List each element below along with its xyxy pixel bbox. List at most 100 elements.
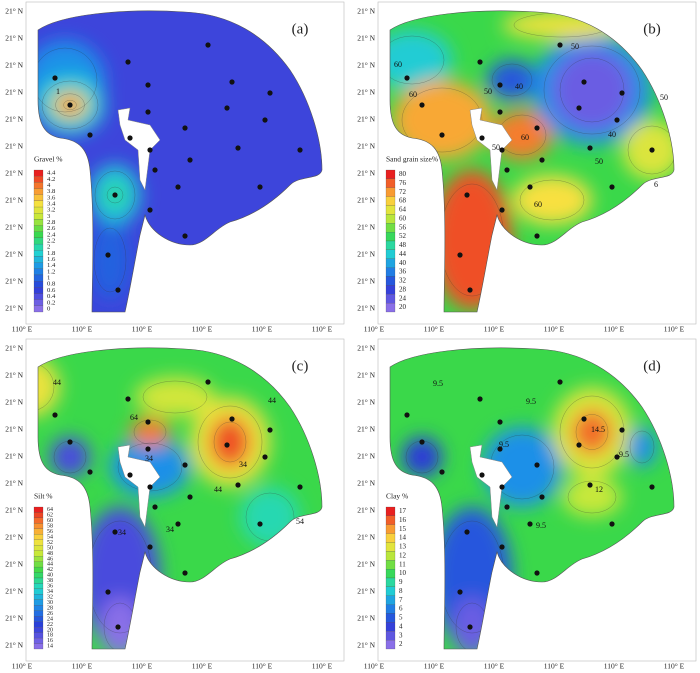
sample-site: [235, 482, 241, 488]
y-tick-label: 21° N: [5, 115, 23, 124]
sample-site: [145, 419, 151, 425]
contour-line: [519, 179, 585, 221]
legend-swatch: [385, 622, 396, 632]
y-tick-label: 21° N: [5, 7, 23, 16]
sample-site: [479, 472, 485, 478]
legend-label: 3.2: [47, 207, 55, 214]
legend-swatch: [33, 534, 44, 540]
map-panel: 44 44 64 34 34 44 54 34 34 (c) 21° N 21° N 21° N 21° …: [5, 338, 345, 671]
legend-swatch: [33, 550, 44, 557]
contour-line: [106, 186, 124, 204]
contour-label: 50: [595, 157, 603, 166]
sample-site: [115, 287, 121, 293]
legend-swatch: [33, 594, 44, 600]
x-tick-label: 110° E: [192, 662, 213, 671]
contour-label: 34: [166, 525, 174, 534]
sample-site: [257, 521, 263, 527]
legend-label: 12: [399, 551, 407, 559]
sample-site: [534, 233, 540, 239]
bay: [117, 107, 161, 191]
x-tick-label: 110° E: [604, 662, 625, 671]
contour-zone: [402, 437, 442, 477]
x-tick-label: 110° E: [484, 662, 505, 671]
sample-site: [527, 184, 533, 190]
sample-site: [614, 454, 620, 460]
legend-swatch: [33, 632, 44, 639]
sample-site: [147, 207, 153, 213]
sample-site: [229, 416, 235, 422]
legend-label: 14: [399, 534, 407, 542]
legend-label: 56: [399, 223, 407, 231]
bay: [117, 444, 161, 528]
legend-swatch: [385, 640, 396, 650]
legend-swatch: [385, 294, 396, 304]
sample-site: [262, 117, 268, 123]
legend-label: 11: [399, 560, 406, 568]
legend-title: Clay %: [386, 492, 408, 501]
sample-site: [187, 157, 193, 163]
legend-swatch: [33, 643, 44, 650]
legend-label: 2: [47, 244, 50, 251]
contour-label: 9.5: [536, 521, 546, 530]
y-tick-label: 21° N: [357, 277, 375, 286]
x-tick-label: 110° E: [664, 662, 685, 671]
panel-frame: [25, 1, 345, 325]
legend-label: 68: [399, 197, 407, 205]
sample-site: [224, 442, 230, 448]
x-tick-label: 110° E: [424, 325, 445, 334]
legend-swatch: [33, 256, 44, 263]
legend-swatch: [33, 523, 44, 529]
legend-swatch: [385, 205, 396, 215]
legend-swatch: [385, 276, 396, 286]
legend-label: 50: [47, 545, 53, 551]
contour-label: 9.5: [433, 379, 443, 388]
legend-swatch: [33, 616, 44, 622]
y-tick-label: 21° N: [5, 304, 23, 313]
legend-swatch: [385, 303, 396, 313]
legend-label: 0.4: [47, 293, 56, 300]
sample-site: [152, 167, 158, 173]
x-tick-label: 110° E: [312, 325, 333, 334]
legend-swatch: [33, 627, 44, 633]
contour-zone: [492, 110, 552, 160]
sample-site: [175, 184, 181, 190]
y-tick-label: 21° N: [357, 587, 375, 596]
y-tick-label: 21° N: [5, 61, 23, 70]
y-tick-label: 21° N: [357, 34, 375, 43]
legend-swatch: [33, 237, 44, 245]
legend-swatch: [385, 240, 396, 250]
sample-site: [497, 446, 503, 452]
legend-label: 72: [399, 188, 407, 196]
sample-site: [499, 484, 505, 490]
legend-swatch: [33, 621, 44, 628]
legend-label: 2: [399, 640, 403, 648]
contour-map: [390, 347, 674, 650]
y-tick-label: 21° N: [5, 88, 23, 97]
x-tick-label: 110° E: [544, 325, 565, 334]
contour-line: [491, 63, 533, 97]
sample-site: [527, 521, 533, 527]
x-tick-label: 110° E: [72, 325, 93, 334]
sample-site: [224, 105, 230, 111]
legend-label: 4.4: [47, 170, 56, 177]
legend-label: 13: [399, 543, 407, 551]
sample-site: [581, 416, 587, 422]
sample-site: [127, 135, 133, 141]
legend-swatch: [385, 258, 396, 268]
sample-site: [614, 117, 620, 123]
sample-site: [649, 147, 655, 153]
legend-swatch: [33, 305, 44, 313]
legend-swatch: [385, 613, 396, 623]
legend-label: 56: [47, 529, 53, 535]
sample-site: [464, 529, 470, 535]
legend-label: 28: [47, 605, 53, 611]
legend-label: 3: [399, 631, 403, 639]
x-tick-label: 110° E: [364, 662, 385, 671]
legend-swatch: [33, 506, 44, 513]
x-tick-label: 110° E: [424, 662, 445, 671]
sample-site: [115, 624, 121, 630]
legend-swatch: [385, 586, 396, 596]
y-tick-label: 21° N: [5, 533, 23, 542]
legend-swatch: [33, 577, 44, 584]
